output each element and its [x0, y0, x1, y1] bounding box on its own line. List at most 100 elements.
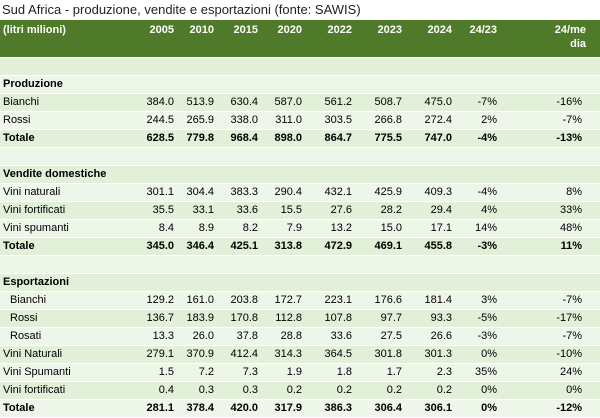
row-label: Bianchi	[0, 93, 140, 112]
cell: 630.4	[217, 93, 261, 112]
cell: 183.9	[177, 309, 217, 328]
row-label: Vini fortificati	[0, 381, 140, 400]
cell: 747.0	[405, 129, 455, 148]
cell: 3%	[455, 291, 500, 310]
cell: 8.9	[177, 219, 217, 238]
cell: 272.4	[405, 111, 455, 130]
title: Sud Africa - produzione, vendite e espor…	[2, 2, 361, 17]
cell: 93.3	[405, 309, 455, 328]
cell: 181.4	[405, 291, 455, 310]
cell: 35%	[455, 363, 500, 382]
cell: 265.9	[177, 111, 217, 130]
cell: 2%	[455, 111, 500, 130]
data-row: Vini naturali 301.1 304.4 383.3 290.4 432.1 42…	[0, 183, 600, 202]
spacer-cell	[0, 255, 600, 274]
cell: 129.2	[140, 291, 177, 310]
cell: 28.2	[355, 201, 405, 220]
cell: 346.4	[177, 237, 217, 256]
cell: 304.4	[177, 183, 217, 202]
total-row: Totale 628.5 779.8 968.4 898.0 864.7 775.5 747.…	[0, 129, 600, 148]
spacer-cell	[0, 57, 600, 76]
cell: 17.1	[405, 219, 455, 238]
cell: 472.9	[305, 237, 355, 256]
total-row: Totale 281.1 378.4 420.0 317.9 386.3 306.4 306.…	[0, 399, 600, 418]
cell: -3%	[455, 237, 500, 256]
cell: 508.7	[355, 93, 405, 112]
cell: 112.8	[261, 309, 305, 328]
table-header: (litri milioni) 2005 2010 2015 2020 2022 2023 2…	[0, 20, 600, 58]
cell: 26.0	[177, 327, 217, 346]
spacer-row	[0, 255, 600, 274]
cell: 1.7	[355, 363, 405, 382]
row-label: Rosati	[0, 327, 140, 346]
header-cell: 24/media	[500, 20, 600, 58]
cell: -10%	[500, 345, 600, 364]
cell: 14%	[455, 219, 500, 238]
cell: 0.2	[405, 381, 455, 400]
cell: -4%	[455, 183, 500, 202]
spacer-cell	[0, 147, 600, 166]
cell: 4%	[455, 201, 500, 220]
row-label: Totale	[0, 237, 140, 256]
cell: 1.5	[140, 363, 177, 382]
cell: 301.8	[355, 345, 405, 364]
section-row: Produzione	[0, 75, 600, 94]
cell: 0.3	[177, 381, 217, 400]
data-row: Vini spumanti 8.4 8.9 8.2 7.9 13.2 15.0 17.1 14%…	[0, 219, 600, 238]
cell: 0%	[455, 381, 500, 400]
cell: -7%	[500, 327, 600, 346]
header-row: (litri milioni) 2005 2010 2015 2020 2022 2023 2…	[0, 20, 600, 58]
data-row: Vini fortificati 0.4 0.3 0.3 0.2 0.2 0.2 0.2 0% 0…	[0, 381, 600, 400]
cell: 779.8	[177, 129, 217, 148]
cell: 8%	[500, 183, 600, 202]
cell: 48%	[500, 219, 600, 238]
cell: 345.0	[140, 237, 177, 256]
cell: 314.3	[261, 345, 305, 364]
data-row: Rosati 13.3 26.0 37.8 28.8 33.6 27.5 26.6 -3% -7%	[0, 327, 600, 346]
cell: 0%	[455, 399, 500, 418]
cell: 384.0	[140, 93, 177, 112]
cell: 420.0	[217, 399, 261, 418]
row-label: Rossi	[0, 309, 140, 328]
cell: -5%	[455, 309, 500, 328]
cell: 383.3	[217, 183, 261, 202]
data-row: Bianchi 129.2 161.0 203.8 172.7 223.1 176.6 181…	[0, 291, 600, 310]
section-row: Vendite domestiche	[0, 165, 600, 184]
cell: -13%	[500, 129, 600, 148]
cell: 107.8	[305, 309, 355, 328]
cell: 775.5	[355, 129, 405, 148]
cell: 0%	[500, 381, 600, 400]
data-row: Vini fortificati 35.5 33.1 33.6 15.5 27.6 28.2…	[0, 201, 600, 220]
cell: 412.4	[217, 345, 261, 364]
cell: 28.8	[261, 327, 305, 346]
cell: -17%	[500, 309, 600, 328]
cell: 432.1	[305, 183, 355, 202]
cell: 176.6	[355, 291, 405, 310]
cell: 301.1	[140, 183, 177, 202]
header-cell: 2023	[355, 20, 405, 58]
cell: 24%	[500, 363, 600, 382]
row-label: Bianchi	[0, 291, 140, 310]
cell: 386.3	[305, 399, 355, 418]
table-body: Produzione Bianchi 384.0 513.9 630.4 587.0 561…	[0, 57, 600, 418]
row-label: Vini naturali	[0, 183, 140, 202]
data-row: Vini Spumanti 1.5 7.2 7.3 1.9 1.8 1.7 2.3 35% 24%	[0, 363, 600, 382]
header-cell: 24/23	[455, 20, 500, 58]
cell: 0.2	[355, 381, 405, 400]
cell: 26.6	[405, 327, 455, 346]
cell: 29.4	[405, 201, 455, 220]
cell: 898.0	[261, 129, 305, 148]
cell: 313.8	[261, 237, 305, 256]
data-table: (litri milioni) 2005 2010 2015 2020 2022 2023 2…	[0, 20, 600, 418]
spacer-row	[0, 147, 600, 166]
cell: 0.3	[217, 381, 261, 400]
row-label: Vini Naturali	[0, 345, 140, 364]
cell: 338.0	[217, 111, 261, 130]
cell: 1.8	[305, 363, 355, 382]
cell: 303.5	[305, 111, 355, 130]
cell: -7%	[500, 291, 600, 310]
cell: 266.8	[355, 111, 405, 130]
cell: 290.4	[261, 183, 305, 202]
cell: 136.7	[140, 309, 177, 328]
cell: -7%	[455, 93, 500, 112]
